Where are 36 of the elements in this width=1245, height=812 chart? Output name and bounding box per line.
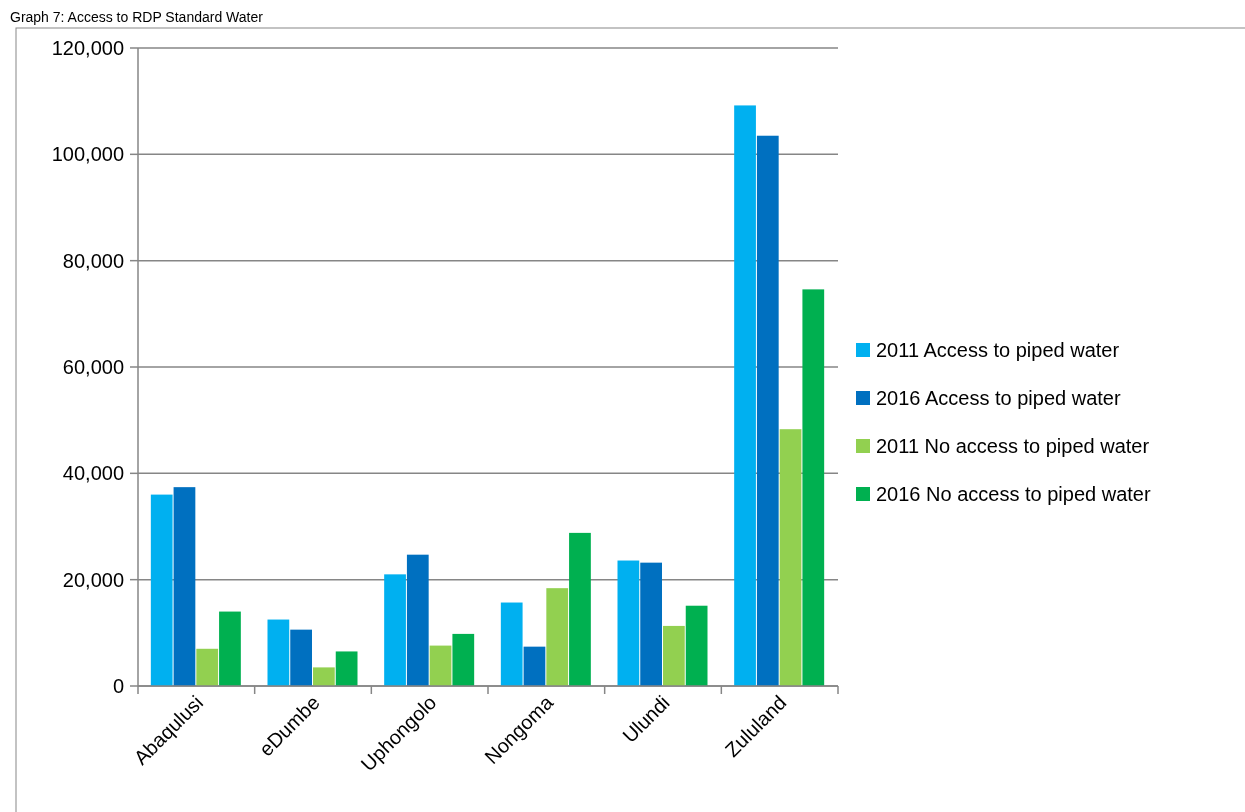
y-tick-label: 0: [112, 675, 124, 697]
legend-label: 2011 No access to piped water: [876, 435, 1150, 457]
bar: [384, 574, 406, 686]
bar: [452, 633, 475, 686]
bar: [617, 560, 640, 686]
y-tick-label: 60,000: [62, 356, 124, 378]
bar: [313, 667, 335, 686]
bar: [685, 605, 708, 686]
y-tick-label: 100,000: [51, 143, 124, 166]
bar: [569, 532, 591, 686]
bar: [756, 135, 779, 686]
bar: [150, 494, 173, 686]
bar: [523, 646, 546, 686]
y-tick-label: 80,000: [62, 249, 124, 272]
y-tick-label: 40,000: [62, 462, 124, 485]
bar: [290, 629, 312, 686]
bar: [267, 619, 290, 686]
bar: [429, 645, 452, 686]
bar: [802, 289, 825, 686]
y-tick-label: 120,000: [51, 37, 124, 59]
bar: [500, 602, 523, 686]
bar: [546, 588, 569, 686]
bar: [779, 429, 802, 686]
legend-label: 2011 Access to piped water: [876, 339, 1120, 361]
bar: [196, 648, 219, 686]
bar: [406, 554, 429, 686]
y-tick-label: 20,000: [62, 568, 124, 591]
bar: [219, 611, 241, 686]
legend-label: 2016 No access to piped water: [876, 483, 1151, 505]
legend-label: 2016 Access to piped water: [876, 387, 1121, 409]
bar: [734, 105, 756, 686]
bar: [663, 625, 685, 686]
chart-title: Graph 7: Access to RDP Standard Water: [10, 9, 264, 25]
bar: [173, 487, 196, 686]
bar: [640, 562, 662, 686]
bar: [335, 651, 358, 686]
